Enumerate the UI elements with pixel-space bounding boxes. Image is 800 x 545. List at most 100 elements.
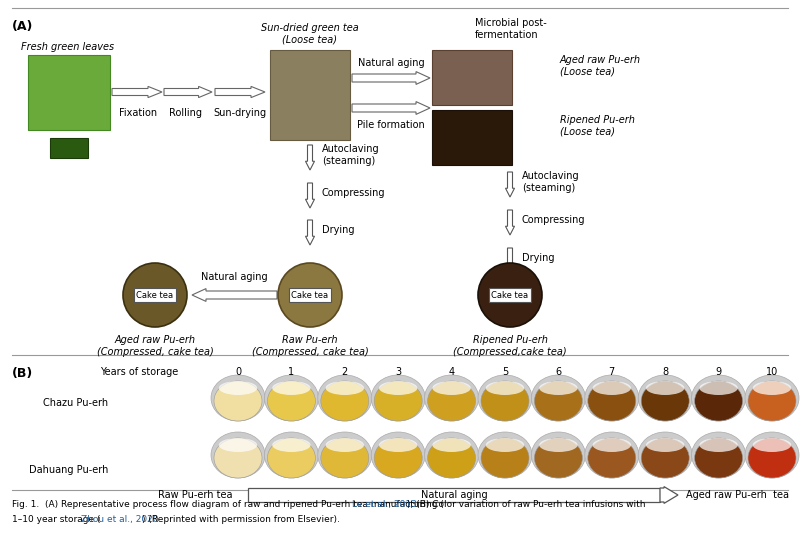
Ellipse shape xyxy=(481,438,529,478)
Ellipse shape xyxy=(264,432,318,478)
Ellipse shape xyxy=(371,432,426,478)
Text: Cake tea: Cake tea xyxy=(291,290,329,300)
Ellipse shape xyxy=(318,432,372,478)
Circle shape xyxy=(278,263,342,327)
Text: Raw Pu-erh
(Compressed, cake tea): Raw Pu-erh (Compressed, cake tea) xyxy=(252,335,368,356)
FancyArrow shape xyxy=(352,71,430,84)
Text: Rolling: Rolling xyxy=(170,108,202,118)
Text: Microbial post-
fermentation: Microbial post- fermentation xyxy=(475,18,546,40)
Text: Drying: Drying xyxy=(522,253,554,263)
Ellipse shape xyxy=(478,432,532,478)
Ellipse shape xyxy=(379,381,418,395)
Text: Dahuang Pu-erh: Dahuang Pu-erh xyxy=(29,465,108,475)
Ellipse shape xyxy=(486,381,524,395)
Text: Cake tea: Cake tea xyxy=(137,290,174,300)
Ellipse shape xyxy=(534,438,582,478)
Ellipse shape xyxy=(481,381,529,421)
Text: Pile formation: Pile formation xyxy=(357,120,425,130)
Ellipse shape xyxy=(638,432,692,478)
Ellipse shape xyxy=(219,381,258,395)
Ellipse shape xyxy=(428,381,475,421)
Text: 6: 6 xyxy=(555,367,562,377)
Ellipse shape xyxy=(691,375,746,421)
Ellipse shape xyxy=(371,375,426,421)
Ellipse shape xyxy=(211,375,265,421)
Circle shape xyxy=(123,263,187,327)
Ellipse shape xyxy=(219,438,258,452)
Ellipse shape xyxy=(691,432,746,478)
Text: Ripened Pu-erh
(Loose tea): Ripened Pu-erh (Loose tea) xyxy=(560,115,635,137)
Ellipse shape xyxy=(753,381,791,395)
Text: 5: 5 xyxy=(502,367,508,377)
FancyArrow shape xyxy=(306,220,314,245)
Text: Autoclaving
(steaming): Autoclaving (steaming) xyxy=(322,144,380,166)
Text: Fig. 1.  (A) Representative process flow diagram of raw and ripened Pu-erh tea m: Fig. 1. (A) Representative process flow … xyxy=(12,500,444,509)
Text: Fixation: Fixation xyxy=(119,108,157,118)
FancyArrow shape xyxy=(306,183,314,208)
Text: Sun-drying: Sun-drying xyxy=(214,108,266,118)
Text: 1: 1 xyxy=(288,367,294,377)
Ellipse shape xyxy=(425,375,478,421)
FancyArrow shape xyxy=(506,210,514,235)
Text: Drying: Drying xyxy=(322,225,354,235)
Text: (A): (A) xyxy=(12,20,34,33)
Ellipse shape xyxy=(699,381,738,395)
Ellipse shape xyxy=(642,438,690,478)
Ellipse shape xyxy=(642,381,690,421)
Ellipse shape xyxy=(588,438,636,478)
Text: Lv et al., 2013: Lv et al., 2013 xyxy=(352,500,417,509)
Ellipse shape xyxy=(433,381,470,395)
FancyBboxPatch shape xyxy=(134,288,176,302)
Text: 2: 2 xyxy=(342,367,348,377)
Ellipse shape xyxy=(646,381,685,395)
Text: 4: 4 xyxy=(449,367,454,377)
Bar xyxy=(248,488,660,502)
Ellipse shape xyxy=(272,381,310,395)
FancyArrow shape xyxy=(506,248,514,273)
Ellipse shape xyxy=(326,381,364,395)
Ellipse shape xyxy=(593,381,631,395)
Ellipse shape xyxy=(638,375,692,421)
Ellipse shape xyxy=(267,438,315,478)
Text: Aged raw Pu-erh
(Loose tea): Aged raw Pu-erh (Loose tea) xyxy=(560,55,641,77)
Ellipse shape xyxy=(585,375,638,421)
FancyArrow shape xyxy=(164,87,212,98)
Text: Raw Pu-erh tea: Raw Pu-erh tea xyxy=(158,490,232,500)
Text: (B): (B) xyxy=(12,367,34,380)
FancyArrow shape xyxy=(192,289,277,301)
FancyArrow shape xyxy=(112,87,162,98)
Ellipse shape xyxy=(211,432,265,478)
FancyArrow shape xyxy=(506,172,514,197)
Text: Zhou et al., 2020: Zhou et al., 2020 xyxy=(81,515,158,524)
FancyArrow shape xyxy=(215,87,265,98)
Text: Compressing: Compressing xyxy=(322,188,386,198)
Ellipse shape xyxy=(433,438,470,452)
Ellipse shape xyxy=(593,438,631,452)
Ellipse shape xyxy=(531,375,586,421)
Ellipse shape xyxy=(646,438,685,452)
Ellipse shape xyxy=(214,381,262,421)
Ellipse shape xyxy=(428,438,475,478)
Text: Cake tea: Cake tea xyxy=(491,290,529,300)
Text: 7: 7 xyxy=(609,367,615,377)
Ellipse shape xyxy=(425,432,478,478)
Text: Aged raw Pu-erh  tea: Aged raw Pu-erh tea xyxy=(686,490,789,500)
Text: Chazu Pu-erh: Chazu Pu-erh xyxy=(43,398,108,408)
Text: 10: 10 xyxy=(766,367,778,377)
Text: Fresh green leaves: Fresh green leaves xyxy=(22,42,114,52)
Ellipse shape xyxy=(486,438,524,452)
Circle shape xyxy=(478,263,542,327)
Ellipse shape xyxy=(694,438,742,478)
Ellipse shape xyxy=(539,381,578,395)
FancyBboxPatch shape xyxy=(489,288,531,302)
Text: Natural aging: Natural aging xyxy=(358,58,424,68)
Ellipse shape xyxy=(272,438,310,452)
Text: Years of storage: Years of storage xyxy=(100,367,178,377)
Text: Aged raw Pu-erh
(Compressed, cake tea): Aged raw Pu-erh (Compressed, cake tea) xyxy=(97,335,214,356)
Ellipse shape xyxy=(748,381,796,421)
Text: Ripened Pu-erh
(Compressed,cake tea): Ripened Pu-erh (Compressed,cake tea) xyxy=(453,335,567,356)
FancyArrow shape xyxy=(352,101,430,114)
Ellipse shape xyxy=(588,381,636,421)
Ellipse shape xyxy=(374,438,422,478)
Ellipse shape xyxy=(379,438,418,452)
